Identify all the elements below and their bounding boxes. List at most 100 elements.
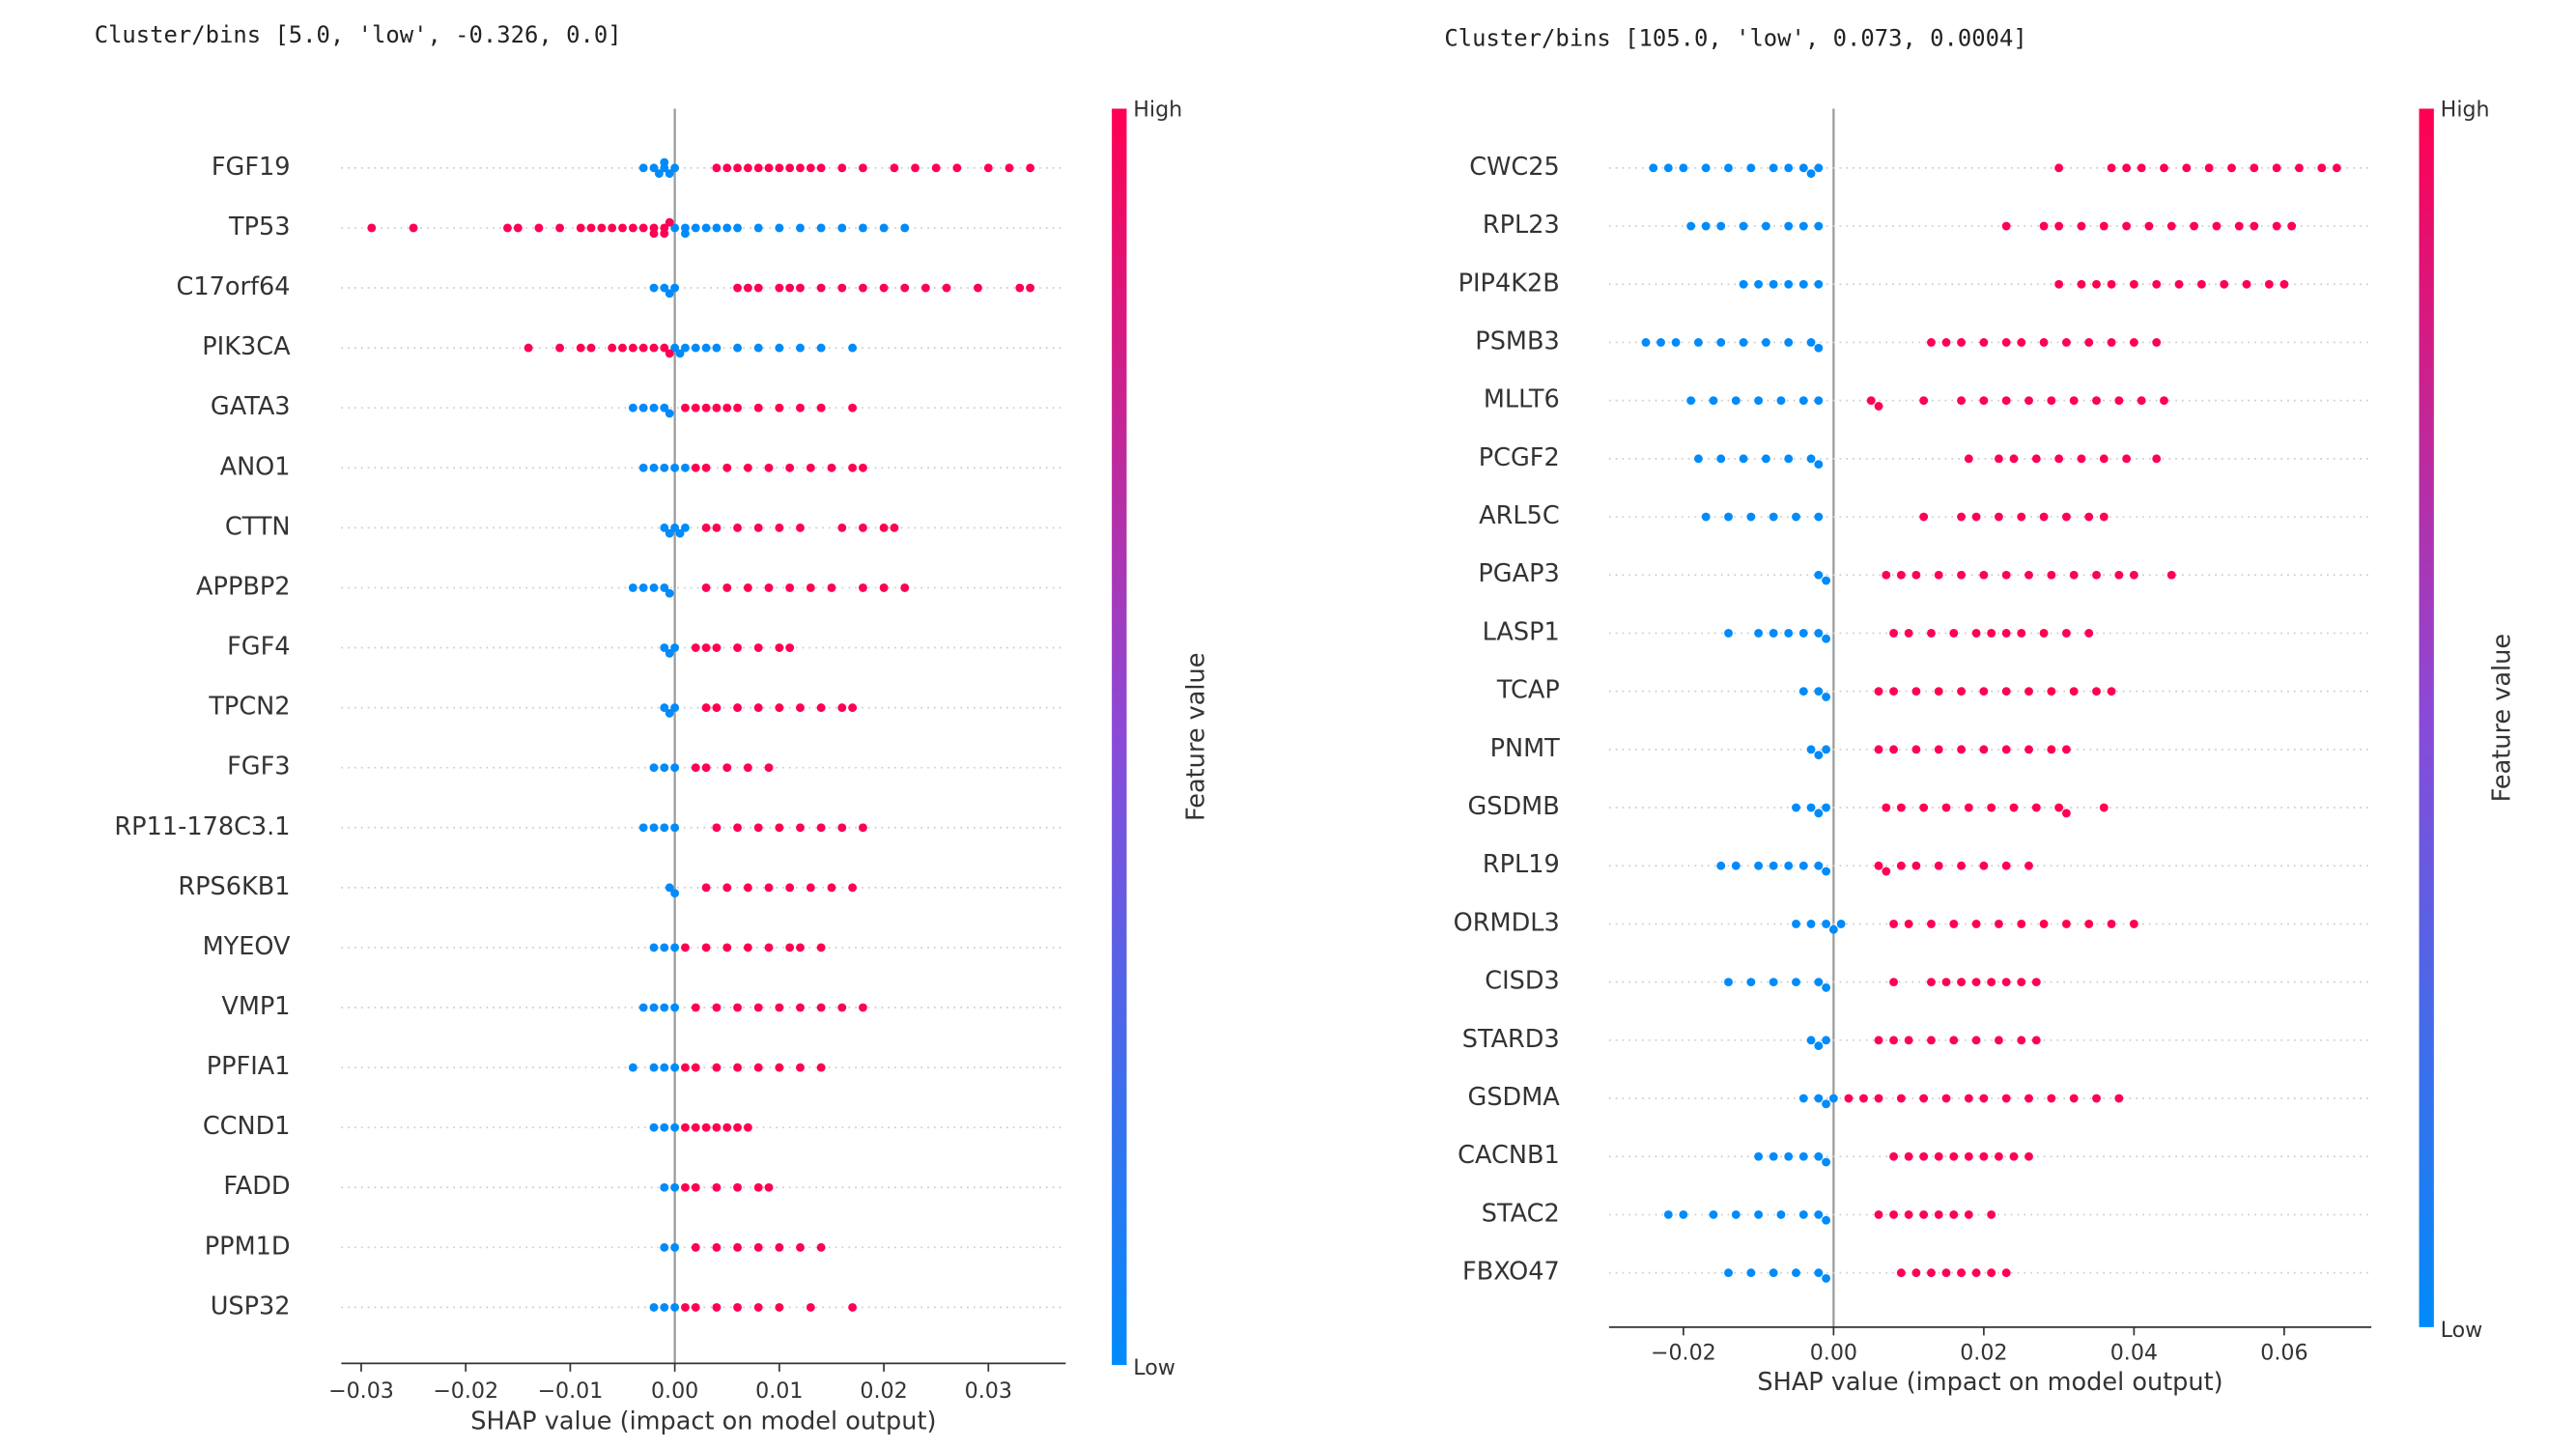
shap-dot [1927,629,1936,638]
shap-dot [660,523,669,532]
shap-dot [1828,1094,1838,1103]
shap-dot [1739,454,1748,464]
shap-dot [1957,687,1966,696]
shap-dot [586,223,596,233]
shap-dot [1822,745,1831,754]
shap-dot [649,343,659,353]
shap-dot [837,163,847,173]
shap-dot [1798,1094,1808,1103]
shap-dot [2001,396,2011,406]
shap-dot [670,523,680,532]
shap-dot [848,1302,858,1312]
feature-label: VMP1 [221,992,290,1021]
shap-dot [1746,512,1756,522]
shap-dot [1882,867,1891,876]
shap-dot [2242,279,2251,289]
shap-dot [1957,978,1966,987]
shap-dot [775,403,784,412]
feature-label: PPM1D [205,1232,291,1261]
shap-dot [2152,338,2162,347]
shap-dot [1814,460,1824,469]
shap-dot [555,223,565,233]
shap-dot [733,1242,742,1252]
shap-dot [2031,1036,2041,1045]
shap-dot [2099,512,2109,522]
shap-dot [722,943,732,952]
shap-dot [367,223,377,233]
shap-dot [1927,1036,1936,1045]
shap-dot [1769,861,1778,870]
shap-dot [952,163,962,173]
shap-dot [712,1122,722,1132]
shap-dot [900,283,910,293]
colorbar [1112,108,1127,1366]
shap-dot [701,643,711,652]
shap-dot [1814,809,1824,818]
shap-dot [670,343,680,353]
shap-dot [670,889,680,898]
shap-dot [665,528,674,538]
feature-label: MLLT6 [1484,385,1560,414]
shap-dot [2166,221,2176,231]
shap-dot [524,343,533,353]
feature-label: LASP1 [1483,617,1560,646]
shap-dot [712,223,722,233]
shap-dot [733,1122,742,1132]
x-axis-label: SHAP value (impact on model output) [470,1407,936,1436]
shap-dot [503,223,512,233]
shap-dot [753,163,763,173]
shap-dot [2001,978,2011,987]
shap-dot [1754,396,1764,406]
shap-dot [1814,1041,1824,1051]
shap-dot [1896,570,1906,580]
shap-dot [665,708,674,718]
shap-dot [649,283,659,293]
shap-dot [2039,629,2049,638]
shap-dot [806,583,815,592]
shap-dot [1822,693,1831,701]
shap-dot [1957,338,1966,347]
shap-dot [858,823,867,833]
shap-dot [1731,861,1741,870]
shap-dot [1746,1268,1756,1278]
shap-dot [665,883,674,893]
shap-dot [764,163,774,173]
shap-dot [649,763,659,773]
shap-dot [785,943,795,952]
shap-dot [796,403,805,412]
shap-dot [775,1302,784,1312]
shap-dot [712,1003,722,1012]
feature-label: C17orf64 [177,272,291,301]
shap-dot [2001,629,2011,638]
shap-dot [1971,1036,1981,1045]
shap-dot [2107,279,2116,289]
shap-dot [1769,512,1778,522]
shap-dot [1701,512,1711,522]
shap-dot [2122,221,2132,231]
shap-dot [660,1302,669,1312]
shap-dot [764,943,774,952]
shap-dot [1979,1094,1989,1103]
shap-dot [681,463,690,472]
shap-dot [1971,512,1981,522]
shap-dot [1979,338,1989,347]
shap-dot [1814,279,1824,289]
shap-dot [2099,454,2109,464]
shap-dot [764,1182,774,1192]
shap-dot [2084,512,2094,522]
shap-dot [827,583,836,592]
shap-dot [628,403,637,412]
shap-dot [1814,570,1824,580]
shap-dot [665,289,674,298]
feature-label: GATA3 [211,392,291,421]
shap-dot [1814,163,1824,173]
shap-dot [785,583,795,592]
shap-dot [796,1003,805,1012]
shap-dot [1896,1094,1906,1103]
shap-dot [1941,978,1951,987]
shap-dot [858,163,867,173]
shap-dot [670,763,680,773]
shap-dot [816,223,826,233]
shap-dot [2069,1094,2079,1103]
shap-dot [1798,221,1808,231]
